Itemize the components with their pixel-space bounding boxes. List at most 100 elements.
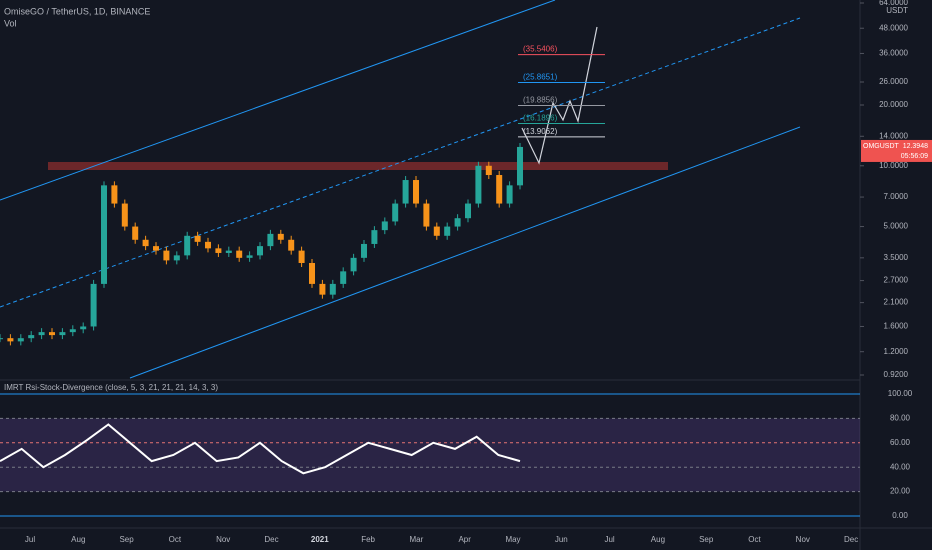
time-tick-label: Nov — [796, 535, 810, 544]
price-tag-countdown: 05:56:09 — [901, 153, 928, 160]
candle-body — [7, 338, 14, 342]
price-tick-label: 1.6000 — [884, 322, 909, 331]
indicator-line — [0, 423, 521, 475]
price-tag — [861, 139, 932, 162]
candle-body — [288, 239, 295, 251]
symbol-title: OmiseGO / TetherUS, 1D, BINANCE — [4, 6, 150, 16]
fib-label: (19.8856) — [523, 96, 558, 105]
time-tick-label: Jul — [25, 535, 35, 544]
candle-body — [153, 246, 159, 251]
time-tick-label: May — [505, 535, 520, 544]
time-tick-label: Aug — [651, 535, 665, 544]
candle-body — [402, 180, 409, 204]
price-tick-label: 0.9200 — [884, 370, 909, 379]
channel-middle — [0, 17, 801, 308]
price-tick-label: 2.1000 — [884, 298, 909, 307]
time-tick-label: Sep — [699, 535, 714, 544]
price-tick-label: 26.0000 — [879, 77, 908, 86]
volume-label: Vol — [4, 18, 17, 28]
candle-body — [340, 271, 347, 284]
time-tick-label: 2021 — [311, 535, 329, 544]
candle-body — [111, 185, 118, 204]
price-tick-label: 1.2000 — [884, 347, 909, 356]
price-tick-label: 10.0000 — [879, 161, 908, 170]
time-tick-label: Sep — [119, 535, 134, 544]
candle-body — [444, 226, 451, 236]
price-tick-label: 3.5000 — [884, 253, 909, 262]
candle-body — [38, 332, 45, 336]
candle-body — [205, 241, 211, 249]
candle-body — [142, 239, 149, 247]
candle-body — [49, 332, 55, 336]
price-tick-label: 64.0000 — [879, 0, 908, 7]
candle-body — [298, 250, 305, 263]
indicator-tick-label: 40.00 — [890, 462, 911, 471]
indicator-tick-label: 20.00 — [890, 487, 911, 496]
time-tick-label: Mar — [410, 535, 424, 544]
price-tag-symbol: OMGUSDT — [863, 143, 900, 150]
candle-body — [485, 165, 492, 176]
candle-body — [381, 221, 388, 231]
price-tick-label: 2.7000 — [884, 276, 909, 285]
candle-body — [413, 180, 419, 204]
candle-body — [392, 203, 399, 222]
candle-body — [361, 243, 367, 258]
candle-body — [225, 250, 232, 253]
time-tick-label: Oct — [748, 535, 761, 544]
candle-body — [194, 235, 201, 242]
price-tag-value: 12.3948 — [903, 143, 928, 150]
candle-body — [309, 262, 315, 284]
candle-body — [132, 226, 139, 240]
candle-body — [496, 175, 503, 204]
fib-label: (16.1896) — [523, 114, 558, 123]
time-tick-label: Jun — [555, 535, 568, 544]
fib-label: (25.8651) — [523, 73, 558, 82]
candle-body — [173, 255, 180, 261]
candle-body — [506, 185, 513, 204]
time-tick-label: Jul — [604, 535, 614, 544]
time-tick-label: Dec — [844, 535, 858, 544]
candle-body — [350, 257, 357, 272]
time-tick-label: Oct — [169, 535, 182, 544]
fib-label: (35.5406) — [523, 45, 558, 54]
candle-body — [465, 203, 471, 219]
indicator-tick-label: 100.00 — [888, 389, 913, 398]
resistance-zone — [48, 162, 668, 170]
time-tick-label: Apr — [458, 535, 471, 544]
candle-body — [28, 335, 35, 339]
candle-body — [246, 255, 253, 258]
candle-body — [69, 329, 76, 333]
candle-body — [433, 226, 440, 236]
fib-label: (13.9062) — [523, 127, 558, 136]
indicator-tick-label: 60.00 — [890, 438, 911, 447]
candle-body — [121, 203, 128, 227]
candle-body — [319, 283, 326, 295]
channel-top — [0, 0, 556, 201]
candle-body — [371, 230, 378, 244]
time-tick-label: Feb — [361, 535, 375, 544]
candle-body — [267, 233, 274, 247]
candle-body — [101, 185, 107, 284]
candle-body — [90, 283, 97, 327]
unit-label: USDT — [886, 6, 908, 15]
time-tick-label: Nov — [216, 535, 230, 544]
candle-body — [80, 326, 87, 330]
price-tick-label: 20.0000 — [879, 100, 908, 109]
candle-body — [329, 283, 336, 295]
candle-body — [423, 203, 430, 227]
projection-path — [521, 26, 598, 165]
candle-body — [236, 250, 243, 258]
overbought-band — [0, 418, 860, 492]
price-tick-label: 14.0000 — [879, 131, 908, 140]
candle-body — [215, 248, 222, 253]
time-tick-label: Dec — [264, 535, 278, 544]
candle-body — [517, 146, 523, 186]
candle-body — [277, 233, 284, 240]
candle-body — [475, 165, 482, 204]
price-tick-label: 5.0000 — [884, 222, 909, 231]
candle-body — [184, 235, 191, 256]
candle-body — [257, 246, 263, 256]
price-tick-label: 36.0000 — [879, 49, 908, 58]
